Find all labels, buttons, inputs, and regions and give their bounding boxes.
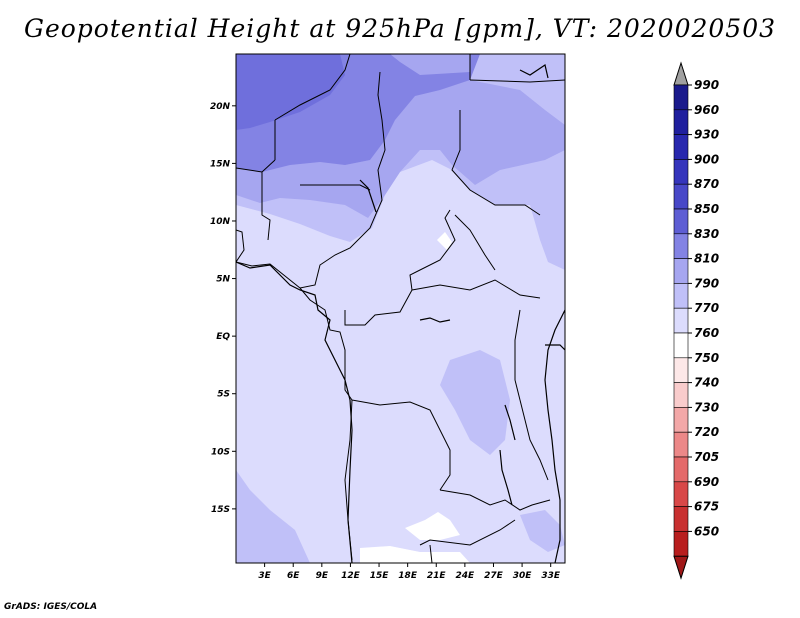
- colorbar-swatch: [673, 183, 689, 210]
- colorbar-swatch: [673, 84, 689, 111]
- colorbar-swatch: [673, 332, 689, 359]
- colorbar-label: 720: [694, 425, 719, 439]
- colorbar-label: 790: [694, 276, 719, 290]
- colorbar-label: 900: [694, 152, 719, 166]
- lat-tick-label: EQ: [216, 332, 230, 342]
- colorbar-swatch: [673, 382, 689, 408]
- map-frame: [235, 53, 566, 564]
- lat-tick-label: 10N: [210, 217, 231, 227]
- colorbar-label: 730: [694, 400, 719, 414]
- colorbar-over-arrow: [673, 61, 689, 86]
- lat-tick-label: 15S: [211, 505, 230, 515]
- colorbar-swatch: [673, 233, 689, 259]
- lon-tick-label: 24E: [456, 571, 476, 581]
- field-760-south: [405, 512, 460, 540]
- lon-tick-label: 27E: [484, 571, 504, 581]
- field-810-southwest: [236, 470, 310, 563]
- colorbar-swatch: [673, 307, 689, 334]
- colorbar-label: 690: [694, 475, 719, 489]
- colorbar-label: 750: [694, 351, 719, 365]
- lon-tick-label: 6E: [287, 571, 300, 581]
- colorbar-label: 810: [694, 252, 719, 266]
- colorbar-label: 930: [694, 128, 719, 142]
- lon-tick-label: 21E: [427, 571, 447, 581]
- colorbar-swatch: [673, 481, 689, 507]
- colorbar-label: 850: [694, 202, 719, 216]
- colorbar-label: 990: [694, 78, 719, 92]
- country-borders: [236, 54, 565, 563]
- colorbar-swatch: [673, 431, 689, 458]
- colorbar-label: 870: [694, 177, 719, 191]
- colorbar-label: 740: [694, 376, 719, 390]
- lon-tick-label: 15E: [370, 571, 390, 581]
- lon-tick-label: 30E: [513, 571, 533, 581]
- colorbar-under-arrow: [673, 555, 689, 580]
- field-810-basin: [440, 350, 510, 455]
- lat-tick-label: 5N: [216, 275, 230, 285]
- map-title: Geopotential Height at 925hPa [gpm], VT:…: [23, 14, 777, 43]
- colorbar-label: 675: [694, 500, 719, 514]
- height-field: [236, 54, 565, 563]
- lat-tick-label: 15N: [210, 159, 231, 169]
- field-760-bottom: [360, 546, 470, 563]
- field-760-center: [437, 232, 452, 250]
- lon-tick-label: 12E: [341, 571, 361, 581]
- colorbar-label: 705: [694, 450, 719, 464]
- lat-tick-label: 10S: [211, 447, 230, 457]
- field-870-corner: [236, 54, 345, 130]
- colorbar-swatch: [673, 456, 689, 483]
- colorbar-label: 650: [694, 524, 719, 538]
- lat-tick-label: 5S: [217, 390, 230, 400]
- colorbar-swatch: [673, 531, 689, 557]
- colorbar-swatch: [673, 283, 689, 309]
- colorbar-swatch: [673, 258, 689, 284]
- credit-label: GrADS: IGES/COLA: [4, 602, 98, 612]
- lon-tick-label: 18E: [398, 571, 418, 581]
- lat-tick-label: 20N: [210, 102, 231, 112]
- longitude-axis: 3E 6E 9E 12E 15E 18E 21E 24E 27E 30E 33E: [258, 563, 561, 581]
- colorbar-swatch: [673, 506, 689, 532]
- colorbar-swatch: [673, 208, 689, 235]
- colorbar-label: 760: [694, 326, 719, 340]
- coastlines: [236, 64, 565, 563]
- lon-tick-label: 3E: [258, 571, 271, 581]
- field-810-southeast: [520, 510, 565, 552]
- color-legend: 990 960 930 900 870 850 830 810 790 770 760 750 740 7…: [673, 61, 719, 580]
- colorbar-swatch: [673, 357, 689, 383]
- colorbar-label: 770: [694, 301, 719, 315]
- lon-tick-label: 33E: [541, 571, 561, 581]
- colorbar-label: 960: [694, 103, 719, 117]
- colorbar-label: 830: [694, 227, 719, 241]
- lon-tick-label: 9E: [316, 571, 329, 581]
- colorbar-swatch: [673, 159, 689, 185]
- colorbar-swatch: [673, 109, 689, 135]
- latitude-axis: 20N 15N 10N 5N EQ 5S 10S 15S: [210, 102, 236, 515]
- colorbar-swatch: [673, 134, 689, 160]
- colorbar-swatch: [673, 407, 689, 433]
